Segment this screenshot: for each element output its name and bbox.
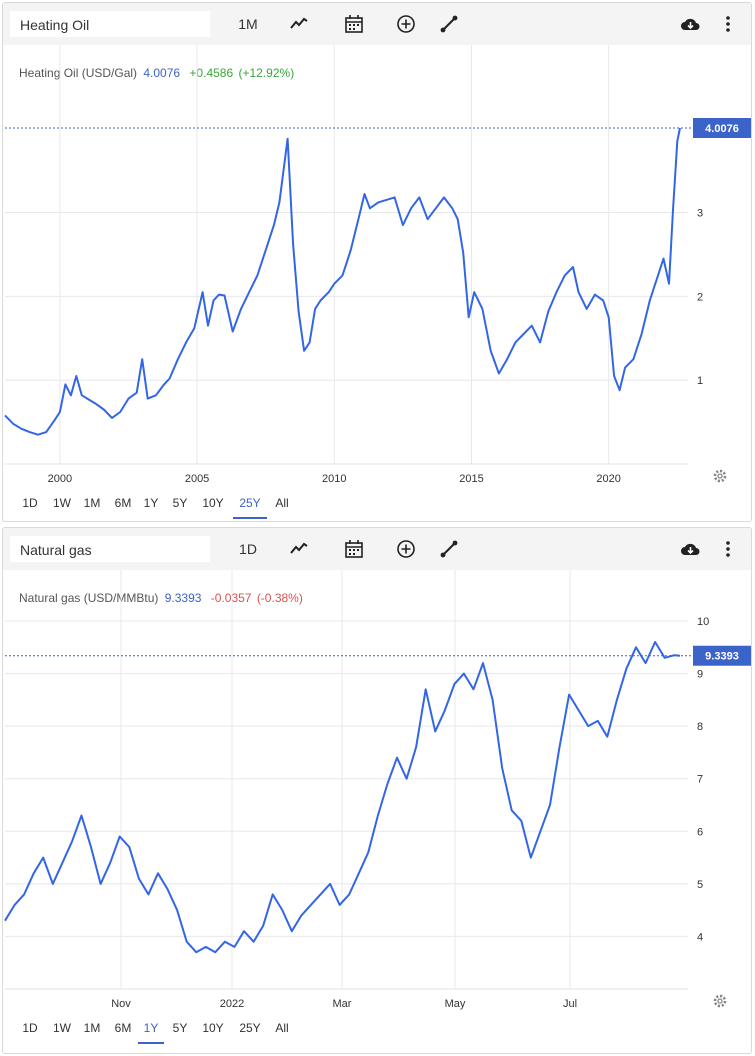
y-tick-label: 4 bbox=[697, 931, 703, 943]
x-tick-label: 2005 bbox=[185, 473, 209, 485]
range-button-1m[interactable]: 1M bbox=[83, 1021, 101, 1035]
x-tick-label: 2010 bbox=[322, 473, 346, 485]
quote-summary: Heating Oil (USD/Gal) 4.0076 +0.4586 (+1… bbox=[19, 66, 294, 80]
x-tick-label: Nov bbox=[111, 998, 131, 1010]
range-button-5y[interactable]: 5Y bbox=[172, 1021, 188, 1035]
quote-summary: Natural gas (USD/MMBtu) 9.3393 -0.0357 (… bbox=[19, 591, 303, 605]
range-button-1w[interactable]: 1W bbox=[53, 496, 71, 510]
range-button-1w[interactable]: 1W bbox=[53, 1021, 71, 1035]
y-tick-label: 5 bbox=[697, 879, 703, 891]
interval-selector[interactable]: 1M bbox=[238, 16, 258, 32]
natural-gas-chart-panel: Natural gas 1D bbox=[2, 527, 752, 1054]
y-tick-label: 8 bbox=[697, 721, 703, 733]
y-tick-label: 3 bbox=[697, 207, 703, 219]
last-price: 9.3393 bbox=[164, 591, 202, 605]
last-price-badge bbox=[693, 118, 751, 138]
draw-line-icon[interactable] bbox=[438, 13, 460, 35]
more-options-icon[interactable] bbox=[717, 13, 739, 35]
x-tick-label: May bbox=[445, 998, 466, 1010]
price-change: +0.4586 bbox=[189, 66, 234, 80]
range-selector: 1D 1W 1M 6M 1Y 5Y 10Y 25Y All bbox=[15, 493, 315, 519]
last-price-badge-label: 4.0076 bbox=[705, 123, 739, 135]
calendar-icon[interactable] bbox=[343, 13, 365, 35]
last-price-badge bbox=[693, 645, 751, 666]
price-series-line[interactable] bbox=[4, 127, 681, 436]
range-button-6m[interactable]: 6M bbox=[114, 496, 132, 510]
price-change: -0.0357 bbox=[210, 591, 252, 605]
last-price-badge-label: 9.3393 bbox=[705, 651, 739, 663]
price-change-percent: (+12.92%) bbox=[238, 66, 295, 80]
y-tick-label: 2 bbox=[697, 291, 703, 303]
instrument-name: Natural gas (USD/MMBtu) bbox=[19, 591, 159, 605]
price-change-percent: (-0.38%) bbox=[256, 591, 303, 605]
chart-toolbar: Heating Oil 1M bbox=[3, 3, 751, 45]
download-icon[interactable] bbox=[679, 538, 701, 560]
y-tick-label: 7 bbox=[697, 774, 703, 786]
chart-type-icon[interactable] bbox=[288, 13, 310, 35]
y-tick-label: 10 bbox=[697, 616, 709, 628]
y-tick-label: 6 bbox=[697, 826, 703, 838]
compare-add-icon[interactable] bbox=[395, 538, 417, 560]
chart-type-icon[interactable] bbox=[288, 538, 310, 560]
download-icon[interactable] bbox=[679, 13, 701, 35]
active-range-indicator bbox=[233, 517, 267, 519]
range-button-5y[interactable]: 5Y bbox=[172, 496, 188, 510]
x-tick-label: 2020 bbox=[596, 473, 620, 485]
last-price: 4.0076 bbox=[143, 66, 181, 80]
heating-oil-chart-panel: Heating Oil 1M bbox=[2, 2, 752, 522]
x-tick-label: 2015 bbox=[459, 473, 483, 485]
heating-oil-line-chart[interactable]: 1 2 3 2000 2005 2010 2015 2020 4.0076 bbox=[3, 3, 751, 493]
chart-settings-gear-icon[interactable] bbox=[711, 467, 729, 485]
price-series-line[interactable] bbox=[4, 641, 681, 954]
y-tick-label: 9 bbox=[697, 669, 703, 681]
chart-settings-gear-icon[interactable] bbox=[711, 992, 729, 1010]
range-button-1d[interactable]: 1D bbox=[22, 1021, 38, 1035]
draw-line-icon[interactable] bbox=[438, 538, 460, 560]
x-tick-label: Mar bbox=[333, 998, 352, 1010]
symbol-search-input[interactable]: Natural gas bbox=[10, 536, 210, 562]
interval-selector[interactable]: 1D bbox=[239, 541, 257, 557]
range-button-6m[interactable]: 6M bbox=[114, 1021, 132, 1035]
more-options-icon[interactable] bbox=[717, 538, 739, 560]
calendar-icon[interactable] bbox=[343, 538, 365, 560]
range-button-1y[interactable]: 1Y bbox=[143, 496, 159, 510]
natural-gas-line-chart[interactable]: 4 5 6 7 8 9 10 Nov 2022 Mar May Jul 9.3393 bbox=[3, 528, 751, 1018]
x-tick-label: Jul bbox=[563, 998, 577, 1010]
instrument-name: Heating Oil (USD/Gal) bbox=[19, 66, 138, 80]
range-selector: 1D 1W 1M 6M 1Y 5Y 10Y 25Y All bbox=[15, 1018, 315, 1044]
range-button-1d[interactable]: 1D bbox=[22, 496, 38, 510]
range-button-25y[interactable]: 25Y bbox=[239, 1021, 261, 1035]
symbol-search-input[interactable]: Heating Oil bbox=[10, 11, 210, 37]
range-button-1y[interactable]: 1Y bbox=[143, 1021, 159, 1035]
compare-add-icon[interactable] bbox=[395, 13, 417, 35]
x-tick-label: 2022 bbox=[220, 998, 244, 1010]
x-tick-label: 2000 bbox=[48, 473, 72, 485]
range-button-10y[interactable]: 10Y bbox=[202, 1021, 224, 1035]
range-button-25y[interactable]: 25Y bbox=[239, 496, 261, 510]
range-button-10y[interactable]: 10Y bbox=[202, 496, 224, 510]
y-tick-label: 1 bbox=[697, 375, 703, 387]
range-button-all[interactable]: All bbox=[275, 1021, 289, 1035]
range-button-1m[interactable]: 1M bbox=[83, 496, 101, 510]
chart-toolbar: Natural gas 1D bbox=[3, 528, 751, 570]
active-range-indicator bbox=[138, 1042, 164, 1044]
range-button-all[interactable]: All bbox=[275, 496, 289, 510]
